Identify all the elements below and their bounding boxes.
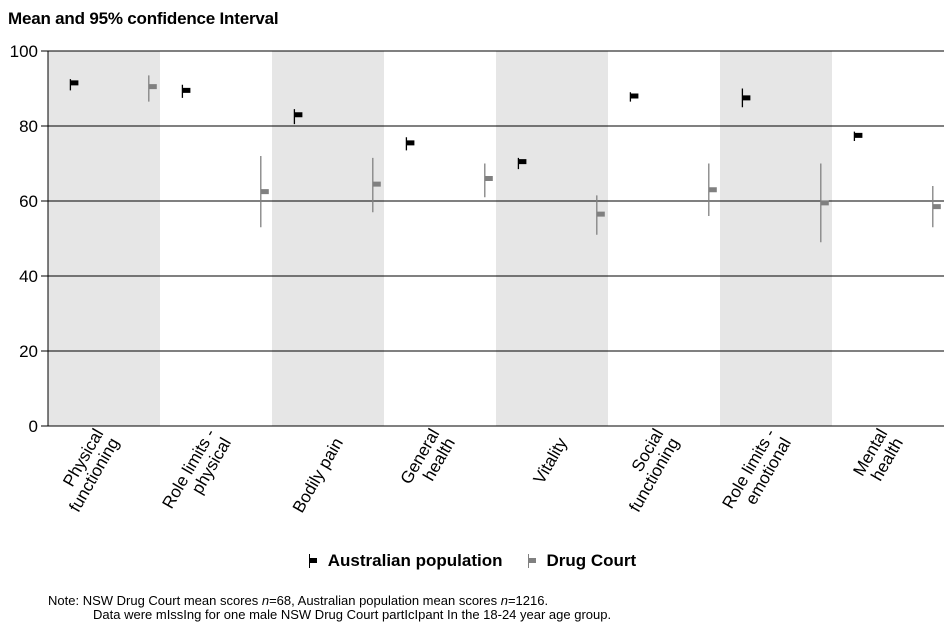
- note-text-a: NSW Drug Court mean scores: [79, 593, 262, 608]
- y-tick-label: 40: [19, 267, 38, 286]
- y-tick-label: 20: [19, 342, 38, 361]
- x-tick-label: Bodily pain: [289, 435, 347, 517]
- mean-marker-australian-population: [742, 95, 751, 101]
- note-n-1: n: [261, 593, 270, 608]
- x-tick-label: Physicalfunctioning: [50, 426, 123, 516]
- y-tick-label: 100: [10, 42, 38, 61]
- mean-marker-australian-population: [518, 159, 527, 165]
- x-tick-label: Role limits -physical: [158, 426, 234, 521]
- note-text-c: =1216.: [507, 593, 549, 608]
- mean-marker-drug-court: [820, 200, 829, 206]
- mean-marker-drug-court: [484, 176, 493, 181]
- note-head: Note:: [48, 593, 80, 608]
- shaded-band: [48, 51, 160, 426]
- legend-label-australian-population: Australian population: [327, 551, 503, 570]
- y-tick-label: 80: [19, 117, 38, 136]
- legend-item-drug-court: Drug Court: [527, 551, 637, 571]
- shaded-band: [272, 51, 384, 426]
- mean-marker-australian-population: [854, 132, 863, 138]
- mean-marker-australian-population: [70, 80, 79, 86]
- y-tick-label: 60: [19, 192, 38, 211]
- legend-item-australian-population: Australian population: [308, 551, 503, 571]
- mean-marker-australian-population: [294, 112, 303, 118]
- legend-swatch-drug-court: [527, 554, 537, 568]
- mean-marker-australian-population: [182, 87, 191, 93]
- note-line-2: Data were mIssIng for one male NSW Drug …: [93, 607, 612, 622]
- note-n-2: n: [500, 593, 508, 608]
- y-tick-label: 0: [29, 417, 38, 436]
- note-text-b: =68, Australian population mean scores: [269, 593, 501, 608]
- x-tick-label: Socialfunctioning: [610, 426, 683, 516]
- error-bar-chart: 0 20 40 60 80 100 Physicalfunctioning Role lim…: [10, 42, 944, 521]
- mean-marker-drug-court: [372, 181, 381, 187]
- x-tick-label: Mentalhealth: [849, 426, 907, 489]
- legend-label-drug-court: Drug Court: [546, 551, 637, 570]
- legend-swatch-australian-population: [308, 554, 318, 568]
- shaded-band: [720, 51, 832, 426]
- x-tick-label: Vitality: [530, 434, 572, 487]
- mean-marker-australian-population: [406, 140, 415, 146]
- mean-marker-drug-court: [932, 204, 941, 210]
- mean-marker-drug-court: [708, 187, 717, 193]
- legend: Australian population Drug Court: [0, 548, 944, 574]
- mean-marker-drug-court: [148, 84, 157, 90]
- mean-marker-australian-population: [630, 93, 639, 99]
- mean-marker-drug-court: [596, 211, 605, 217]
- x-tick-label: Generalhealth: [397, 426, 459, 497]
- shaded-band: [496, 51, 608, 426]
- x-tick-label: Role limits -emotional: [718, 426, 794, 521]
- mean-marker-drug-court: [260, 189, 269, 195]
- chart-note: Note: NSW Drug Court mean scores n=68, A…: [48, 594, 611, 622]
- chart-title: Mean and 95% confidence Interval: [8, 9, 279, 28]
